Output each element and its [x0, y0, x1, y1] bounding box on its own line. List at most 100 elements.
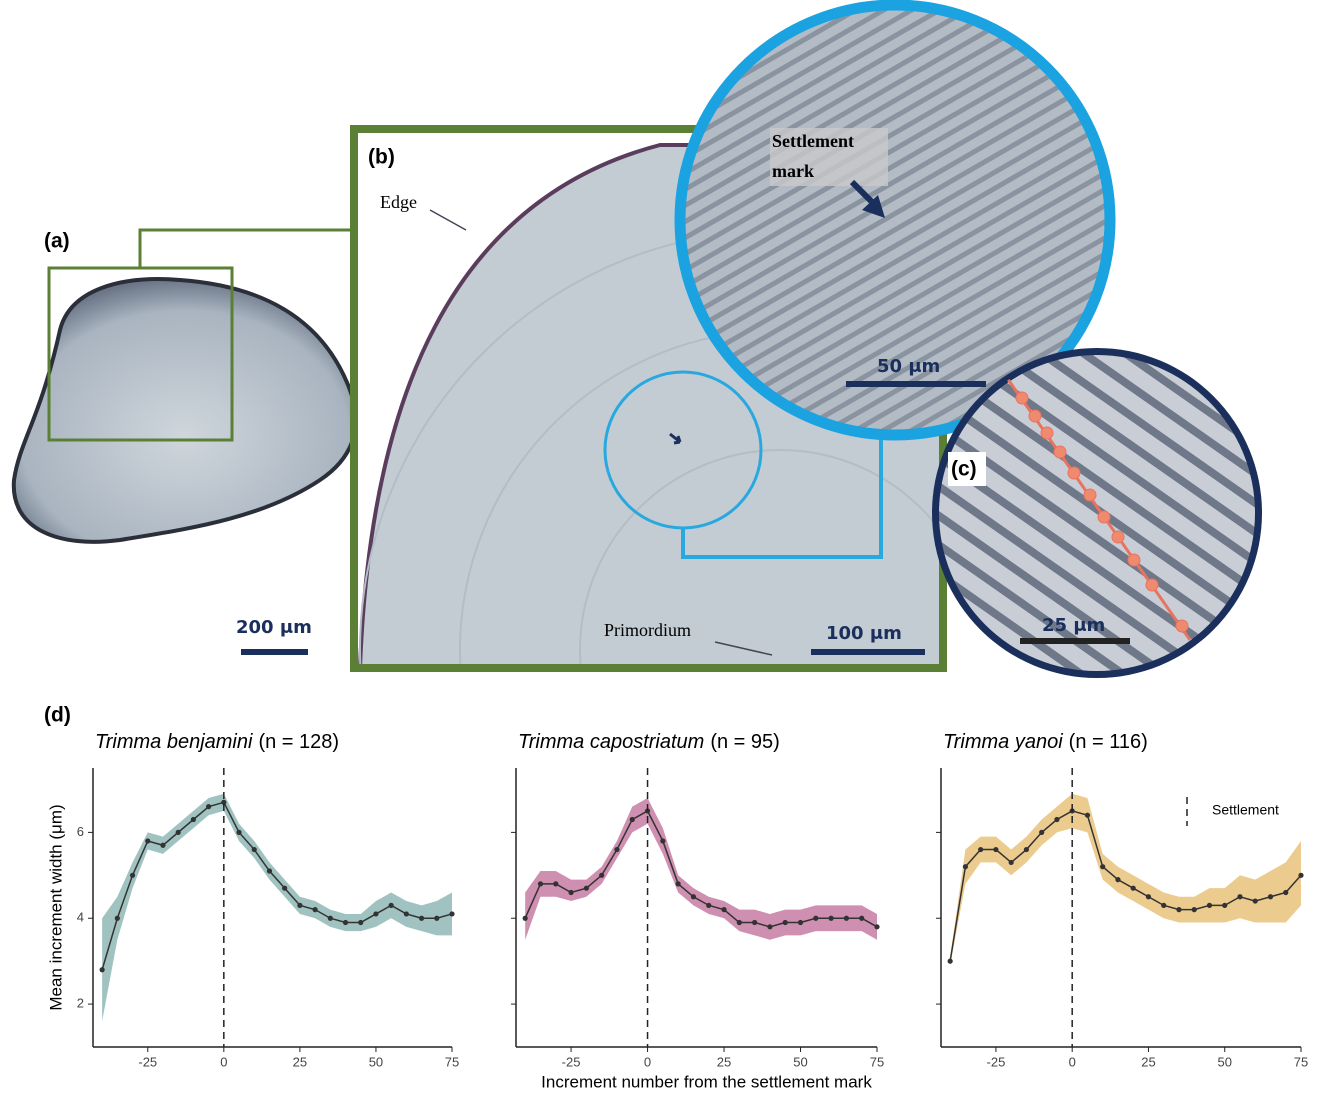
point	[1161, 903, 1166, 908]
point	[614, 847, 619, 852]
y-tick-label: 6	[77, 824, 84, 839]
point	[1298, 873, 1303, 878]
point	[1192, 907, 1197, 912]
point	[1207, 903, 1212, 908]
x-tick-label: 25	[717, 1054, 731, 1069]
point	[1222, 903, 1227, 908]
increment-dot	[1084, 489, 1096, 501]
x-tick-label: 0	[644, 1054, 651, 1069]
x-tick-label: 50	[793, 1054, 807, 1069]
point	[191, 817, 196, 822]
point	[449, 911, 454, 916]
point	[343, 920, 348, 925]
point	[100, 967, 105, 972]
chart-title: Trimma capostriatum(n = 95)	[518, 731, 780, 753]
increment-dot	[1029, 410, 1041, 422]
point	[1237, 894, 1242, 899]
point	[1085, 813, 1090, 818]
point	[963, 864, 968, 869]
increment-dot	[1054, 446, 1066, 458]
x-tick-label: 50	[1217, 1054, 1231, 1069]
scale-bar	[811, 649, 925, 655]
panel-label: (b)	[368, 146, 395, 169]
point	[145, 838, 150, 843]
x-tick-label: 75	[870, 1054, 884, 1069]
point	[282, 886, 287, 891]
otolith-image	[14, 279, 356, 542]
point	[523, 916, 528, 921]
point	[1268, 894, 1273, 899]
x-tick-label: 25	[293, 1054, 307, 1069]
point	[584, 886, 589, 891]
point	[553, 881, 558, 886]
point	[721, 907, 726, 912]
point	[691, 894, 696, 899]
chart-title: Trimma yanoi (n = 116)	[943, 731, 1148, 753]
point	[373, 911, 378, 916]
point	[419, 916, 424, 921]
scale-bar	[241, 649, 308, 655]
point	[297, 903, 302, 908]
increment-dot	[1068, 467, 1080, 479]
point	[1100, 864, 1105, 869]
scale-label: 25 μm	[1042, 615, 1105, 636]
point	[1146, 894, 1151, 899]
point	[206, 804, 211, 809]
point	[236, 830, 241, 835]
point	[1054, 817, 1059, 822]
point	[568, 890, 573, 895]
increment-dot	[1146, 579, 1158, 591]
x-tick-label: 0	[220, 1054, 227, 1069]
y-tick-label: 4	[77, 910, 84, 925]
title-count: (n = 116)	[1069, 731, 1148, 753]
x-tick-label: 0	[1069, 1054, 1076, 1069]
increment-dot	[1041, 427, 1053, 439]
point	[252, 847, 257, 852]
y-axis-label: Mean increment width (μm)	[46, 804, 65, 1010]
point	[1039, 830, 1044, 835]
annotation: mark	[772, 161, 814, 181]
scale-label: 200 μm	[236, 617, 312, 638]
point	[1283, 890, 1288, 895]
point	[676, 881, 681, 886]
point	[538, 881, 543, 886]
point	[706, 903, 711, 908]
point	[798, 920, 803, 925]
x-tick-label: 75	[445, 1054, 459, 1069]
x-tick-label: 75	[1294, 1054, 1308, 1069]
annotation: Settlement	[772, 131, 854, 151]
point	[1024, 847, 1029, 852]
point	[115, 916, 120, 921]
point	[358, 920, 363, 925]
title-species: Trimma yanoi	[943, 731, 1063, 753]
point	[948, 959, 953, 964]
connector	[140, 230, 350, 268]
x-tick-label: -25	[138, 1054, 157, 1069]
ci-band	[102, 794, 452, 1021]
figure: (a) 200 μm (b) Edge Primordium 100 μm Se…	[0, 0, 1321, 1095]
title-count: (n = 95)	[710, 731, 779, 753]
point	[737, 920, 742, 925]
point	[599, 873, 604, 878]
point	[160, 843, 165, 848]
panel-label: (c)	[951, 458, 977, 481]
point	[434, 916, 439, 921]
point	[267, 868, 272, 873]
point	[783, 920, 788, 925]
point	[767, 924, 772, 929]
scale-label: 50 μm	[877, 356, 940, 377]
point	[404, 911, 409, 916]
x-tick-label: 50	[369, 1054, 383, 1069]
title-species: Trimma benjamini	[95, 731, 253, 753]
point	[328, 916, 333, 921]
point	[1009, 860, 1014, 865]
point	[1131, 886, 1136, 891]
point	[859, 916, 864, 921]
annotation: Edge	[380, 192, 417, 212]
increment-dot	[1112, 531, 1124, 543]
point	[829, 916, 834, 921]
scale-bar	[846, 381, 986, 387]
point	[630, 817, 635, 822]
point	[1115, 877, 1120, 882]
panel-label: (a)	[44, 230, 70, 253]
